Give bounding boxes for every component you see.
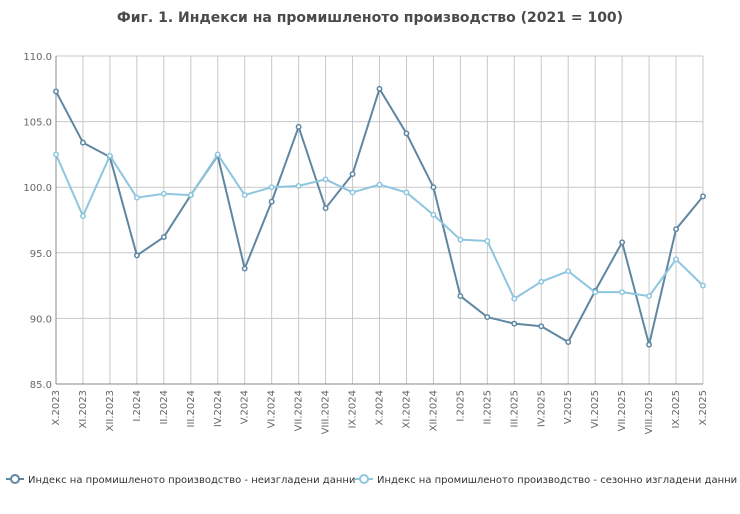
x-tick-label: I.2024 [132, 390, 143, 422]
x-tick-label: VII.2025 [617, 390, 628, 431]
series-1-point [322, 205, 329, 212]
x-tick-label: IV.2025 [536, 390, 547, 427]
x-tick-label: X.2025 [698, 390, 709, 425]
series-1-point [295, 123, 302, 130]
y-tick-label: 105.0 [23, 118, 52, 129]
series-2-point [376, 181, 383, 188]
y-tick-label: 90.0 [30, 314, 52, 325]
legend-marker-1 [10, 474, 20, 484]
series-2-point [592, 289, 599, 296]
series-2-point [700, 282, 706, 289]
series-2-point [565, 268, 572, 275]
legend-label-1: Индекс на промишленото производство - не… [28, 475, 355, 486]
x-tick-label: V.2025 [563, 390, 574, 424]
x-tick-label: XII.2023 [105, 390, 116, 431]
series-2-point [295, 182, 302, 189]
series-2-point [322, 176, 329, 183]
series-1-point [268, 198, 275, 205]
series-2-point [619, 289, 626, 296]
x-tick-label: III.2025 [509, 390, 520, 427]
series-2-point [646, 293, 653, 300]
series-2-point [673, 256, 679, 263]
x-tick-label: VIII.2025 [644, 390, 655, 434]
series-1-point [133, 252, 140, 259]
x-tick-label: IX.2025 [671, 390, 682, 428]
x-tick-label: X.2023 [51, 390, 62, 425]
series-1-point [80, 139, 86, 146]
series-2-point [538, 278, 545, 285]
x-tick-label: V.2024 [240, 390, 251, 424]
y-tick-label: 110.0 [23, 52, 52, 63]
series-2-point [241, 192, 248, 199]
x-tick-label: X.2024 [375, 390, 386, 425]
x-tick-label: XI.2024 [401, 390, 412, 428]
chart-title: Фиг. 1. Индекси на промишленото производ… [116, 10, 624, 26]
legend-label-2: Индекс на промишленото производство - се… [377, 475, 737, 486]
series-2-point [187, 192, 194, 199]
x-tick-label: VIII.2024 [321, 390, 332, 434]
series-1-point [457, 293, 464, 300]
series-2-point [349, 189, 356, 196]
x-tick-label: VI.2025 [590, 390, 601, 428]
series-1-point [53, 88, 59, 95]
series-1-point [403, 130, 410, 137]
series-2-point [106, 152, 113, 159]
series-2-point [430, 211, 437, 218]
series-1-point [646, 341, 653, 348]
y-tick-label: 100.0 [23, 183, 52, 194]
series-2-point [511, 295, 518, 302]
x-tick-label: VII.2024 [294, 390, 305, 431]
series-1-point [700, 193, 706, 200]
x-tick-label: IX.2024 [348, 390, 359, 428]
series-1-point [673, 226, 679, 233]
legend-marker-2 [359, 474, 369, 484]
series-2-point [484, 238, 491, 244]
series-1-point [349, 171, 356, 178]
x-tick-label: VI.2024 [267, 390, 278, 428]
series-2-point [133, 194, 140, 201]
series-1-point [538, 323, 545, 330]
series-2-point [214, 151, 221, 158]
series-1-point [565, 339, 572, 345]
x-tick-label: IV.2024 [213, 390, 224, 427]
series-2-point [80, 213, 86, 220]
series-2-point [268, 184, 275, 191]
series-2-point [457, 236, 464, 243]
series-1-point [430, 184, 437, 191]
x-tick-label: I.2025 [455, 390, 466, 422]
series-2-point [160, 190, 167, 197]
series-1-point [376, 85, 383, 92]
x-tick-label: II.2025 [482, 390, 493, 425]
series-1-point [160, 234, 167, 241]
x-tick-label: XII.2024 [428, 390, 439, 431]
series-2-point [53, 151, 59, 158]
series-1-point [484, 314, 491, 321]
x-tick-label: II.2024 [159, 390, 170, 425]
y-tick-label: 95.0 [30, 249, 52, 260]
series-1-point [619, 239, 626, 246]
series-1-point [511, 320, 518, 327]
series-1-point [241, 265, 248, 272]
x-tick-label: XI.2023 [78, 390, 89, 428]
x-tick-label: III.2024 [186, 390, 197, 427]
series-2-point [403, 189, 410, 196]
y-tick-label: 85.0 [30, 380, 52, 391]
